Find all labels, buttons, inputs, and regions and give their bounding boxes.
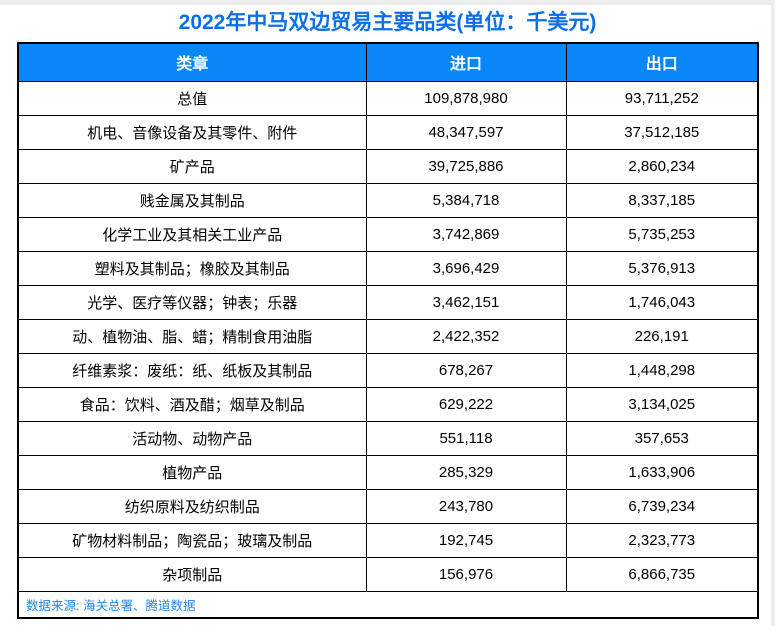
- page-edge-right: [771, 0, 775, 626]
- table-row: 塑料及其制品；橡胶及其制品 3,696,429 5,376,913: [17, 250, 759, 286]
- table-row: 杂项制品 156,976 6,866,735: [17, 556, 759, 592]
- data-source-note: 数据来源: 海关总署、腾道数据: [17, 590, 759, 619]
- import-value-cell: 5,384,718: [365, 182, 567, 218]
- import-value-cell: 3,696,429: [365, 250, 567, 286]
- category-cell: 光学、医疗等仪器；钟表；乐器: [17, 284, 367, 320]
- category-cell: 食品：饮料、酒及醋；烟草及制品: [17, 386, 367, 422]
- import-value-cell: 39,725,886: [365, 148, 567, 184]
- import-value-cell: 109,878,980: [365, 80, 567, 116]
- export-value-cell: 1,746,043: [565, 284, 759, 320]
- export-value-cell: 3,134,025: [565, 386, 759, 422]
- import-value-cell: 629,222: [365, 386, 567, 422]
- table-row: 总值 109,878,980 93,711,252: [17, 80, 759, 116]
- header-row: 类章 进口 出口: [17, 42, 759, 82]
- trade-table: 类章 进口 出口 总值 109,878,980 93,711,252 机电、音像…: [17, 42, 759, 619]
- category-cell: 矿物材料制品；陶瓷品；玻璃及制品: [17, 522, 367, 558]
- export-value-cell: 2,860,234: [565, 148, 759, 184]
- table-row: 纤维素浆：废纸：纸、纸板及其制品 678,267 1,448,298: [17, 352, 759, 388]
- category-cell: 机电、音像设备及其零件、附件: [17, 114, 367, 150]
- export-value-cell: 5,735,253: [565, 216, 759, 252]
- export-value-cell: 5,376,913: [565, 250, 759, 286]
- import-value-cell: 551,118: [365, 420, 567, 456]
- import-value-cell: 243,780: [365, 488, 567, 524]
- import-value-cell: 285,329: [365, 454, 567, 490]
- export-value-cell: 37,512,185: [565, 114, 759, 150]
- import-value-cell: 192,745: [365, 522, 567, 558]
- category-cell: 植物产品: [17, 454, 367, 490]
- category-cell: 纺织原料及纺织制品: [17, 488, 367, 524]
- export-value-cell: 8,337,185: [565, 182, 759, 218]
- table-row: 纺织原料及纺织制品 243,780 6,739,234: [17, 488, 759, 524]
- page-edge-top: [0, 0, 775, 5]
- import-value-cell: 2,422,352: [365, 318, 567, 354]
- export-value-cell: 226,191: [565, 318, 759, 354]
- table-footer: 数据来源: 海关总署、腾道数据: [17, 590, 759, 619]
- category-cell: 化学工业及其相关工业产品: [17, 216, 367, 252]
- table-row: 食品：饮料、酒及醋；烟草及制品 629,222 3,134,025: [17, 386, 759, 422]
- col-header-import: 进口: [365, 42, 567, 82]
- import-value-cell: 3,462,151: [365, 284, 567, 320]
- table-row: 光学、医疗等仪器；钟表；乐器 3,462,151 1,746,043: [17, 284, 759, 320]
- table-row: 矿物材料制品；陶瓷品；玻璃及制品 192,745 2,323,773: [17, 522, 759, 558]
- table-row: 机电、音像设备及其零件、附件 48,347,597 37,512,185: [17, 114, 759, 150]
- table-row: 活动物、动物产品 551,118 357,653: [17, 420, 759, 456]
- table-row: 矿产品 39,725,886 2,860,234: [17, 148, 759, 184]
- table-row: 动、植物油、脂、蜡；精制食用油脂 2,422,352 226,191: [17, 318, 759, 354]
- import-value-cell: 156,976: [365, 556, 567, 592]
- export-value-cell: 357,653: [565, 420, 759, 456]
- category-cell: 塑料及其制品；橡胶及其制品: [17, 250, 367, 286]
- category-cell: 总值: [17, 80, 367, 116]
- category-cell: 杂项制品: [17, 556, 367, 592]
- col-header-category: 类章: [17, 42, 367, 82]
- table-row: 贱金属及其制品 5,384,718 8,337,185: [17, 182, 759, 218]
- export-value-cell: 6,739,234: [565, 488, 759, 524]
- export-value-cell: 2,323,773: [565, 522, 759, 558]
- export-value-cell: 1,633,906: [565, 454, 759, 490]
- export-value-cell: 93,711,252: [565, 80, 759, 116]
- source-row: 数据来源: 海关总署、腾道数据: [17, 590, 759, 619]
- category-cell: 矿产品: [17, 148, 367, 184]
- table-body: 总值 109,878,980 93,711,252 机电、音像设备及其零件、附件…: [17, 80, 759, 592]
- category-cell: 纤维素浆：废纸：纸、纸板及其制品: [17, 352, 367, 388]
- table-row: 植物产品 285,329 1,633,906: [17, 454, 759, 490]
- export-value-cell: 1,448,298: [565, 352, 759, 388]
- import-value-cell: 3,742,869: [365, 216, 567, 252]
- import-value-cell: 678,267: [365, 352, 567, 388]
- import-value-cell: 48,347,597: [365, 114, 567, 150]
- col-header-export: 出口: [565, 42, 759, 82]
- category-cell: 动、植物油、脂、蜡；精制食用油脂: [17, 318, 367, 354]
- table-header: 类章 进口 出口: [17, 42, 759, 82]
- table-row: 化学工业及其相关工业产品 3,742,869 5,735,253: [17, 216, 759, 252]
- category-cell: 活动物、动物产品: [17, 420, 367, 456]
- category-cell: 贱金属及其制品: [17, 182, 367, 218]
- export-value-cell: 6,866,735: [565, 556, 759, 592]
- page-title: 2022年中马双边贸易主要品类(单位：千美元): [178, 11, 597, 34]
